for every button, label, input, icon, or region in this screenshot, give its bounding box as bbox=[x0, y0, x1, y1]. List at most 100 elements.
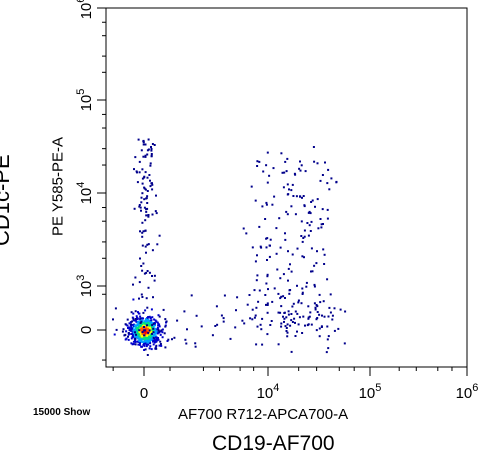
density-dot bbox=[133, 332, 136, 335]
scatter-dot bbox=[145, 251, 147, 254]
y-tick-group: 103 bbox=[75, 275, 95, 298]
density-dot bbox=[143, 339, 146, 342]
density-dot bbox=[138, 335, 141, 338]
scatter-dot bbox=[140, 149, 143, 152]
scatter-dot bbox=[270, 320, 273, 322]
density-dot bbox=[138, 343, 141, 346]
scatter-dot bbox=[321, 208, 324, 211]
scatter-dot bbox=[307, 317, 310, 320]
scatter-dot bbox=[280, 295, 283, 298]
scatter-dot bbox=[303, 235, 306, 238]
density-dot bbox=[147, 327, 150, 330]
scatter-dot bbox=[290, 350, 293, 353]
density-dot bbox=[150, 348, 153, 351]
scatter-dot bbox=[144, 155, 147, 158]
scatter-dot bbox=[220, 314, 223, 317]
density-dot bbox=[147, 319, 150, 321]
scatter-dot bbox=[287, 310, 290, 313]
scatter-dot bbox=[311, 270, 314, 273]
density-dot bbox=[150, 330, 153, 333]
scatter-dot bbox=[301, 287, 304, 290]
scatter-dot bbox=[283, 311, 286, 314]
scatter-dot bbox=[214, 325, 217, 327]
scatter-dot bbox=[149, 185, 152, 188]
density-dot bbox=[164, 318, 167, 321]
density-dot bbox=[136, 321, 139, 324]
scatter-dot bbox=[256, 254, 258, 257]
scatter-dot bbox=[299, 169, 302, 172]
scatter-dot bbox=[301, 293, 304, 295]
density-dot bbox=[139, 315, 142, 318]
density-dot bbox=[155, 330, 158, 333]
density-dot bbox=[138, 330, 141, 333]
scatter-dot bbox=[296, 247, 299, 250]
scatter-dot bbox=[266, 259, 268, 261]
density-dot bbox=[148, 322, 151, 325]
scatter-dot bbox=[133, 168, 135, 171]
density-dot bbox=[124, 323, 127, 326]
density-dot bbox=[148, 329, 151, 332]
density-dot bbox=[134, 337, 137, 340]
density-dot bbox=[145, 331, 148, 334]
scatter-dot bbox=[312, 146, 315, 148]
scatter-dot bbox=[300, 220, 303, 223]
density-dot bbox=[149, 328, 152, 331]
scatter-dot bbox=[258, 289, 261, 292]
scatter-dot bbox=[173, 336, 176, 339]
scatter-dot bbox=[323, 263, 326, 265]
density-dot bbox=[132, 326, 135, 329]
outer-x-axis-label: CD19-AF700 bbox=[212, 432, 335, 455]
density-dot bbox=[134, 343, 137, 346]
density-dot bbox=[136, 340, 139, 343]
scatter-dot bbox=[283, 171, 286, 174]
density-dot bbox=[130, 328, 133, 331]
density-dot bbox=[149, 336, 152, 339]
scatter-dot bbox=[136, 171, 138, 174]
density-dot bbox=[136, 329, 138, 332]
density-dot bbox=[157, 329, 160, 332]
density-dot bbox=[143, 320, 146, 323]
scatter-dot bbox=[307, 211, 310, 214]
scatter-dot bbox=[310, 247, 313, 250]
scatter-dot bbox=[285, 210, 288, 213]
scatter-dot bbox=[152, 296, 154, 299]
scatter-dot bbox=[141, 235, 144, 238]
density-dot bbox=[133, 324, 136, 327]
density-dot bbox=[144, 309, 147, 312]
density-dot bbox=[131, 334, 134, 337]
scatter-dot bbox=[267, 288, 269, 291]
density-dot bbox=[136, 333, 139, 336]
scatter-dot bbox=[142, 143, 145, 146]
density-dot bbox=[140, 345, 143, 348]
density-dot bbox=[152, 334, 155, 337]
scatter-dot bbox=[313, 302, 316, 305]
density-dot bbox=[147, 343, 150, 346]
density-dot bbox=[139, 342, 141, 345]
scatter-dot bbox=[151, 249, 154, 252]
scatter-dot bbox=[315, 262, 318, 265]
scatter-dot bbox=[309, 212, 312, 215]
density-dot bbox=[142, 338, 145, 341]
scatter-dot bbox=[296, 284, 298, 287]
scatter-dot bbox=[150, 149, 153, 152]
density-dot bbox=[148, 315, 151, 318]
density-dot bbox=[148, 337, 151, 340]
density-dot bbox=[160, 329, 163, 332]
scatter-dot bbox=[315, 304, 318, 306]
density-dot bbox=[142, 317, 144, 320]
density-dot bbox=[158, 323, 161, 326]
scatter-dot bbox=[339, 308, 342, 311]
scatter-dot bbox=[279, 297, 282, 300]
density-dot bbox=[156, 326, 159, 329]
scatter-dot bbox=[265, 203, 268, 206]
density-dot bbox=[141, 332, 144, 335]
data-points bbox=[112, 138, 347, 356]
scatter-dot bbox=[266, 333, 269, 336]
density-dot bbox=[145, 337, 148, 340]
scatter-dot bbox=[265, 303, 267, 306]
scatter-dot bbox=[190, 294, 193, 297]
density-dot bbox=[137, 312, 140, 315]
density-dot bbox=[126, 318, 129, 321]
scatter-dot bbox=[282, 186, 285, 189]
scatter-dot bbox=[280, 325, 283, 328]
